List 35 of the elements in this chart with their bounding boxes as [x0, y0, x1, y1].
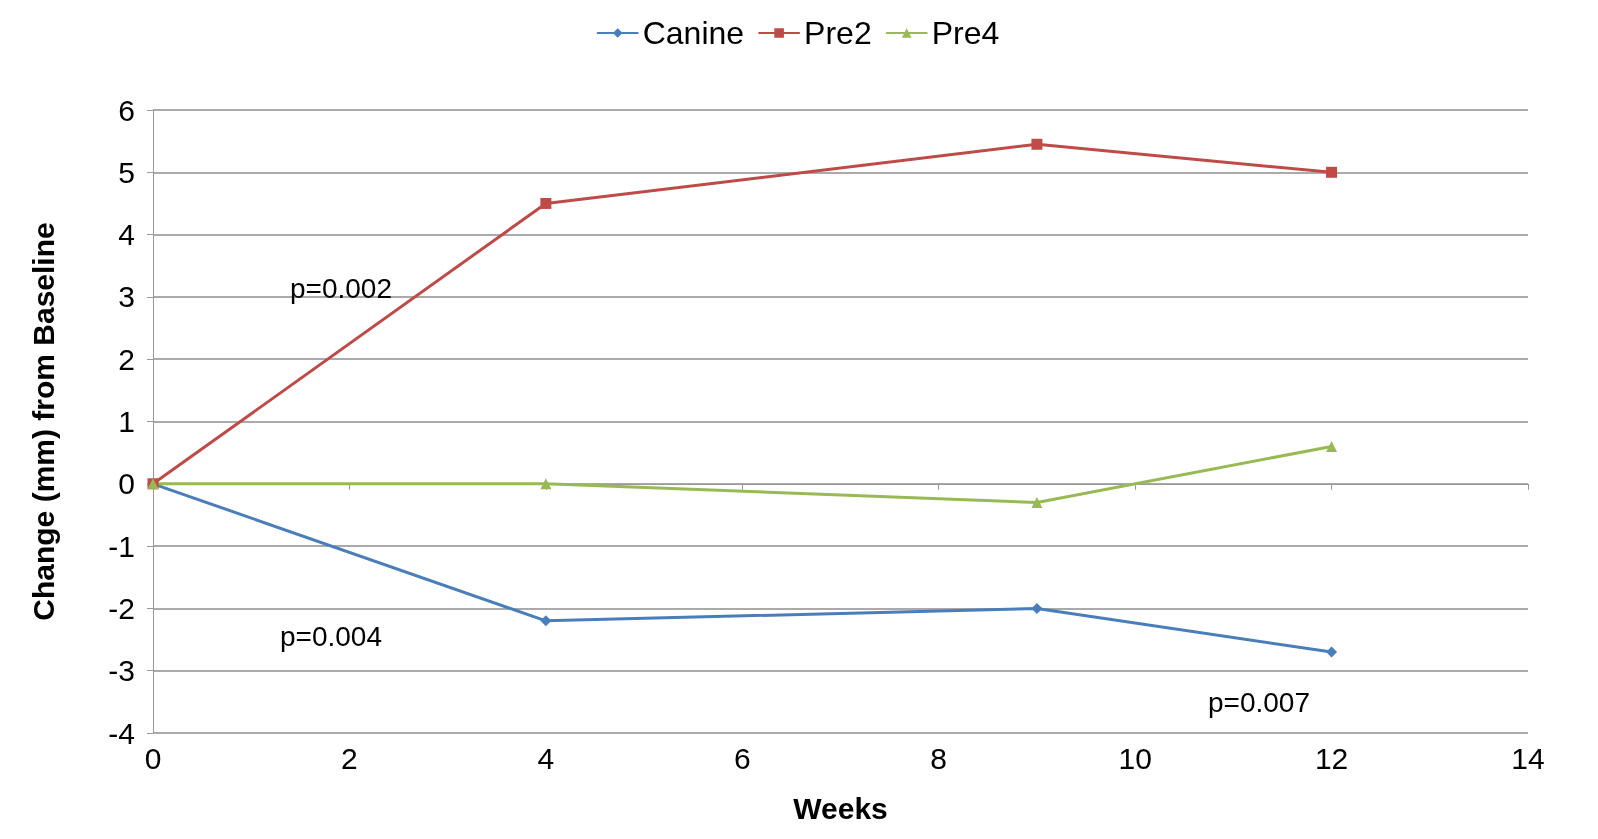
legend-label: Pre2 — [804, 15, 872, 51]
x-tick-label: 6 — [733, 741, 751, 775]
point — [1031, 138, 1043, 150]
legend-label: Pre4 — [931, 15, 1000, 51]
y-tick-label: 1 — [118, 405, 135, 438]
x-tick-label: 12 — [1314, 741, 1349, 775]
y-tick-label: -4 — [108, 716, 135, 750]
legend-label: Canine — [642, 15, 745, 51]
x-tick-label: 4 — [537, 741, 555, 775]
x-axis-title: Weeks — [793, 791, 888, 825]
x-tick-label: 14 — [1511, 741, 1545, 775]
x-tick-label: 2 — [341, 741, 358, 775]
y-tick-label: 3 — [118, 280, 135, 314]
y-tick-label: 2 — [118, 342, 135, 376]
point — [1031, 496, 1043, 508]
y-tick-label: 5 — [118, 155, 135, 189]
annotation: p=0.004 — [280, 620, 382, 652]
y-tick-label: -2 — [108, 591, 135, 625]
point — [1326, 646, 1338, 658]
x-tick-label: 10 — [1118, 741, 1152, 775]
point — [1031, 602, 1043, 614]
y-tick-label: -1 — [108, 529, 135, 563]
y-tick-label: -3 — [108, 654, 135, 688]
y-tick-label: 4 — [118, 218, 135, 252]
annotation: p=0.002 — [290, 272, 392, 304]
x-tick-label: 8 — [930, 741, 948, 775]
point — [1326, 166, 1338, 178]
point — [540, 197, 552, 209]
point — [1326, 440, 1338, 452]
y-tick-label: 6 — [118, 93, 135, 127]
y-axis-title: Change (mm) from Baseline — [26, 222, 60, 621]
annotation: p=0.007 — [1208, 686, 1310, 718]
point — [540, 478, 552, 490]
y-tick-label: 0 — [118, 467, 135, 501]
x-tick-label: 0 — [144, 741, 162, 775]
